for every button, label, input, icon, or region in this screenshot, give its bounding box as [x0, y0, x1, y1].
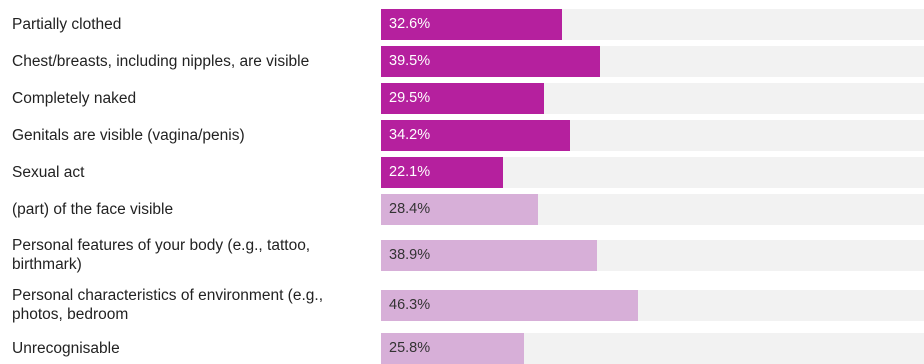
bar-row: (part) of the face visible 28.4%	[0, 194, 924, 225]
bar: 32.6%	[381, 9, 562, 40]
bar-track: 46.3%	[381, 289, 924, 321]
bar-track: 39.5%	[381, 46, 924, 77]
bar-row: Personal features of your body (e.g., ta…	[0, 233, 924, 277]
bar: 29.5%	[381, 83, 545, 114]
bar-row: Chest/breasts, including nipples, are vi…	[0, 46, 924, 77]
bar: 39.5%	[381, 46, 600, 77]
bar-track: 38.9%	[381, 239, 924, 271]
bar-row: Partially clothed 32.6%	[0, 9, 924, 40]
bar-value-label: 28.4%	[389, 201, 431, 217]
bar-track: 22.1%	[381, 157, 924, 188]
bar-value-label: 39.5%	[389, 53, 431, 69]
category-label: Personal features of your body (e.g., ta…	[12, 237, 311, 273]
bar: 28.4%	[381, 194, 539, 225]
bar: 25.8%	[381, 333, 524, 364]
bar-value-label: 46.3%	[389, 296, 431, 313]
bar-row: Sexual act 22.1%	[0, 157, 924, 188]
bar-track: 32.6%	[381, 9, 924, 40]
category-label: Chest/breasts, including nipples, are vi…	[12, 53, 310, 70]
bar: 38.9%	[381, 239, 597, 271]
bar-value-label: 25.8%	[389, 340, 431, 356]
category-label: (part) of the face visible	[12, 201, 174, 218]
bar-row: Completely naked 29.5%	[0, 83, 924, 114]
bar-track: 34.2%	[381, 120, 924, 151]
bar-track: 25.8%	[381, 333, 924, 364]
bar-value-label: 38.9%	[389, 246, 431, 263]
category-label: Sexual act	[12, 164, 85, 181]
category-label: Genitals are visible (vagina/penis)	[12, 127, 245, 144]
bar-row: Genitals are visible (vagina/penis) 34.2%	[0, 120, 924, 151]
bar-track: 28.4%	[381, 194, 924, 225]
bar-value-label: 34.2%	[389, 127, 431, 143]
category-label: Unrecognisable	[12, 340, 120, 357]
category-label: Completely naked	[12, 90, 137, 107]
bar: 34.2%	[381, 120, 571, 151]
bar-row: Personal characteristics of environment …	[0, 283, 924, 327]
bar: 46.3%	[381, 289, 638, 321]
bar: 22.1%	[381, 157, 504, 188]
bar-value-label: 22.1%	[389, 164, 431, 180]
bar-value-label: 29.5%	[389, 90, 431, 106]
bar-value-label: 32.6%	[389, 16, 431, 32]
bar-track: 29.5%	[381, 83, 924, 114]
bar-row: Unrecognisable 25.8%	[0, 333, 924, 364]
category-label: Personal characteristics of environment …	[12, 287, 323, 323]
category-label: Partially clothed	[12, 16, 122, 33]
